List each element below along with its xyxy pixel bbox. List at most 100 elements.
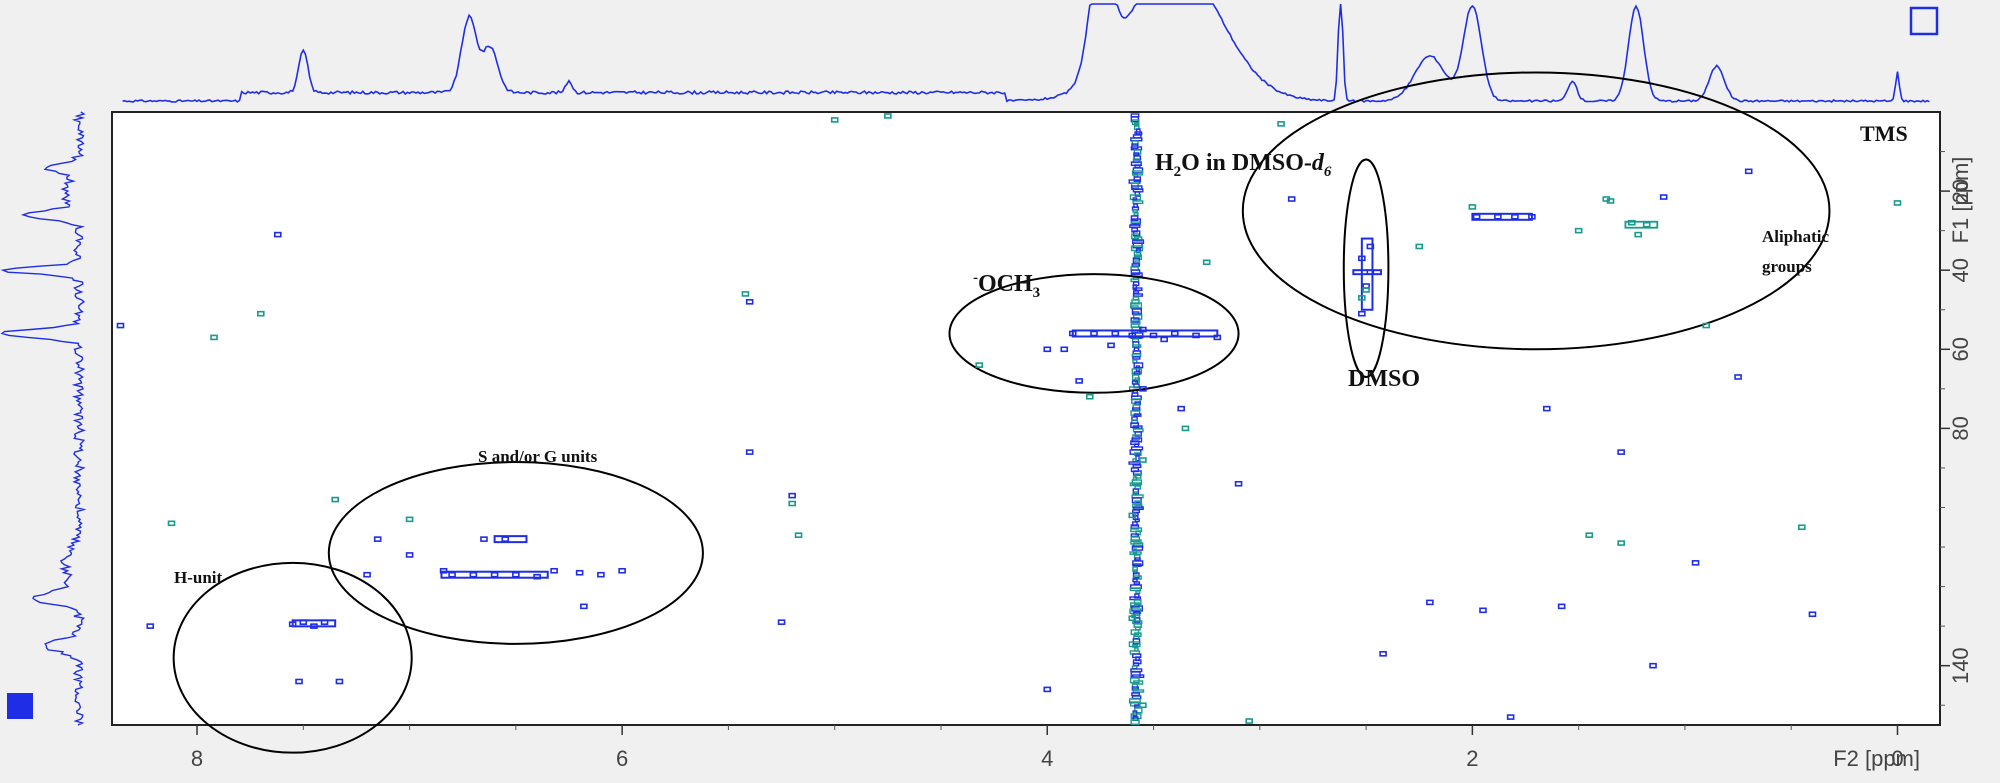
color-key-open-square (1909, 6, 1939, 36)
peak-cluster (1071, 329, 1219, 338)
annotation-ellipses (172, 71, 1831, 754)
water-contour (1131, 227, 1139, 233)
label-h-unit: H-unit (174, 568, 223, 587)
peak-contour (295, 678, 303, 685)
region-ellipse (327, 461, 704, 645)
peak-contour (745, 299, 754, 305)
water-contour (1129, 224, 1141, 228)
water-contour (1131, 479, 1143, 486)
color-key-filled-square (7, 693, 33, 719)
peak-contour (1426, 599, 1434, 606)
water-contour (1129, 608, 1142, 614)
water-contour (1132, 689, 1145, 693)
peak-contour (1415, 243, 1424, 250)
peak-contour (363, 571, 371, 578)
f2-projection (122, 3, 1930, 103)
y-tick-label: 80 (1948, 416, 1973, 440)
y-tick-label: 40 (1948, 258, 1973, 282)
peak-contour (1557, 603, 1566, 610)
peak-contour (1177, 405, 1185, 412)
water-contour (1132, 434, 1140, 441)
label-water: H2O in DMSO-d6 (1155, 150, 1331, 181)
water-contour (1132, 344, 1142, 348)
water-contour (1134, 500, 1142, 506)
water-contour (1131, 140, 1139, 147)
y-axis-ticks: 20 40 60 80 140 F1 [ppm] (1940, 151, 1973, 706)
water-contour (1133, 149, 1142, 155)
f2-projection-trace (122, 3, 1930, 103)
y-tick-label: 60 (1948, 337, 1973, 361)
water-contour (1130, 713, 1142, 720)
peak-contour (1362, 287, 1370, 293)
region-ellipse (1342, 158, 1390, 378)
f1-projection (0, 111, 87, 726)
y-axis-label: F1 [ppm] (1948, 157, 1973, 244)
water-contour (1131, 497, 1142, 504)
peak-contour (1128, 615, 1137, 622)
och3-sup: - (973, 270, 978, 286)
water-contour (1130, 410, 1141, 416)
water-contour (1132, 293, 1144, 297)
peak-cluster (291, 619, 337, 628)
water-contour (1132, 197, 1138, 201)
peak-contour (1659, 194, 1668, 200)
water-contour (1134, 191, 1141, 197)
peak-contour (335, 678, 344, 685)
f1-projection-trace (0, 111, 87, 726)
water-rest: O in DMSO- (1181, 150, 1312, 176)
peak-contour (1139, 457, 1147, 463)
peak-contour (405, 516, 414, 523)
region-ellipse (948, 273, 1240, 394)
water-contour (1129, 602, 1140, 608)
label-aliphatic: Aliphatic groups (1762, 222, 1829, 282)
water-contour (1130, 302, 1143, 309)
water-contour (1131, 437, 1143, 443)
water-contour (1132, 356, 1141, 360)
water-contour (1133, 680, 1144, 685)
water-h: H (1155, 150, 1174, 176)
water-contour (1132, 488, 1139, 495)
peak-contour (1506, 714, 1515, 720)
water-contour (1132, 470, 1142, 476)
peak-contour (373, 536, 382, 542)
peak-contour (1606, 198, 1615, 204)
water-contour (1135, 590, 1141, 594)
water-contour (1130, 539, 1142, 545)
water-contour (1130, 719, 1140, 725)
peak-contour (1744, 168, 1753, 175)
peak-contour (1574, 227, 1583, 234)
peak-cluster (440, 570, 549, 579)
water-contour (1132, 548, 1138, 554)
water-contour (1133, 371, 1141, 375)
peak-contour (1085, 393, 1094, 400)
water-contour (1130, 215, 1139, 221)
peak-contour (788, 500, 796, 507)
peak-contour (1107, 342, 1115, 349)
peak-contour (1043, 346, 1052, 353)
label-s-g-units: S and/or G units (478, 447, 598, 466)
water-contour (1133, 581, 1141, 585)
x-axis-ticks: 8 6 4 2 0F2 [ppm] (191, 725, 1920, 771)
peak-contour (1139, 702, 1147, 709)
peak-contour (975, 362, 984, 368)
peak-contour (405, 552, 414, 558)
water-contour (1134, 452, 1142, 456)
peak-contour (550, 567, 558, 574)
water-contour (1130, 536, 1141, 543)
water-contour (1132, 521, 1138, 527)
peak-contour (1379, 651, 1387, 657)
peak-contour (1649, 662, 1657, 669)
och3-text: OCH (978, 271, 1033, 297)
peak-contour (1358, 295, 1366, 301)
x-tick-label: 6 (616, 746, 628, 771)
water-contour (1133, 236, 1143, 242)
peak-contour (575, 569, 584, 576)
peak-contour (1128, 512, 1137, 519)
water-sub: 2 (1173, 163, 1182, 180)
water-contour (1133, 413, 1142, 417)
water-contour (1130, 269, 1141, 275)
peak-contour (1627, 219, 1636, 226)
water-contour (1134, 593, 1140, 599)
label-dmso: DMSO (1348, 366, 1420, 392)
peak-contour (1277, 121, 1285, 127)
